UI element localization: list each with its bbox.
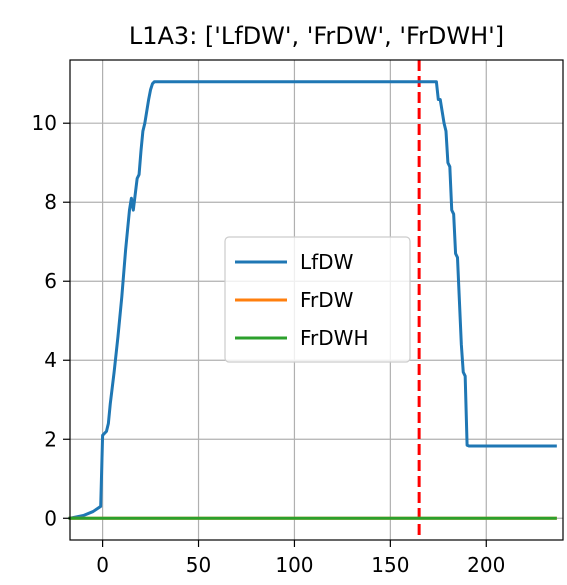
legend-box (224, 236, 411, 363)
axes-frame (69, 59, 564, 541)
x-tick-label: 100 (275, 553, 313, 577)
x-tick-label: 0 (96, 553, 109, 577)
series-line-lfdw (68, 80, 557, 521)
legend-label: FrDW (300, 288, 354, 312)
x-tick-label: 200 (467, 553, 505, 577)
legend: LfDW FrDW FrDWH (224, 236, 411, 363)
y-tick-label: 6 (44, 269, 57, 293)
axis-ticks: 0 50 100 150 200 0 2 4 6 8 10 (32, 111, 506, 577)
y-tick-label: 4 (44, 348, 57, 372)
y-tick-label: 10 (32, 111, 57, 135)
legend-label: LfDW (300, 250, 354, 274)
x-tick-label: 150 (371, 553, 409, 577)
chart-title: L1A3: ['LfDW', 'FrDW', 'FrDWH'] (129, 22, 504, 50)
y-tick-label: 0 (44, 506, 57, 530)
legend-label: FrDWH (300, 326, 369, 350)
y-tick-label: 2 (44, 427, 57, 451)
x-tick-label: 50 (186, 553, 211, 577)
y-tick-label: 8 (44, 190, 57, 214)
series-lines (68, 80, 557, 521)
